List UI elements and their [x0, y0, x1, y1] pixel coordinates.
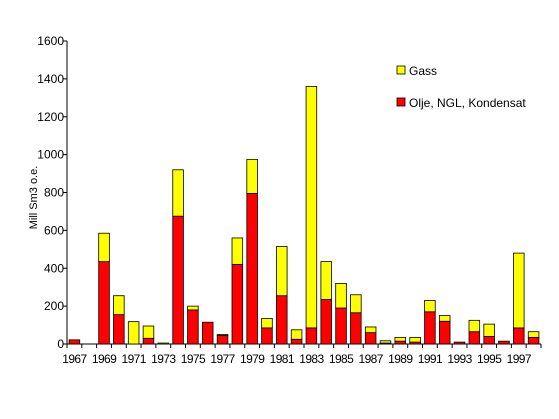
- bar-olje-1977: [216, 335, 229, 345]
- bar-olje-1976: [201, 321, 214, 345]
- bar-olje-1998: [527, 336, 540, 345]
- legend: Gass Olje, NGL, Kondensat: [396, 64, 526, 110]
- bar-gass-1970: [113, 295, 125, 316]
- y-tick-label: 1600: [37, 34, 64, 48]
- y-tick-label: 200: [44, 299, 64, 313]
- bar-olje-1992: [438, 320, 451, 345]
- x-tick-label: 1975: [181, 352, 206, 366]
- y-tick-label: 800: [44, 186, 64, 200]
- x-tick-label: 1985: [329, 352, 354, 366]
- y-tick-label: 600: [44, 223, 64, 237]
- bar-olje-1967: [68, 339, 81, 345]
- bar-gass-1985: [335, 282, 347, 309]
- bar-gass-1982: [290, 329, 303, 340]
- x-tick-label: 1979: [240, 352, 265, 366]
- bar-gass-1974: [172, 169, 184, 217]
- bar-olje-1984: [320, 299, 332, 345]
- x-tick-label: 1993: [447, 352, 472, 366]
- y-tick-label: 0: [57, 337, 64, 351]
- legend-label-olje: Olje, NGL, Kondensat: [409, 96, 526, 110]
- x-tick-label: 1991: [418, 352, 443, 366]
- bar-olje-1969: [98, 261, 110, 345]
- bar-gass-1977: [216, 334, 229, 336]
- bar-gass-1975: [187, 305, 199, 311]
- bar-gass-1979: [246, 158, 258, 194]
- bar-olje-1970: [113, 314, 125, 345]
- bar-gass-1994: [468, 319, 481, 333]
- bar-gass-1989: [394, 336, 407, 342]
- y-tick-label: 1400: [37, 72, 64, 86]
- bar-gass-1987: [364, 326, 377, 334]
- x-tick-label: 1997: [507, 352, 532, 366]
- bar-olje-1979: [246, 193, 258, 345]
- bar-olje-1987: [364, 332, 377, 345]
- y-tick-label: 400: [44, 261, 64, 275]
- bar-gass-1971: [127, 321, 140, 345]
- x-tick-label: 1989: [388, 352, 413, 366]
- x-tick-label: 1969: [92, 352, 117, 366]
- legend-label-gass: Gass: [409, 64, 437, 78]
- bar-olje-1983: [305, 327, 318, 345]
- y-tick-label: 1200: [37, 110, 64, 124]
- x-tick-label: 1973: [151, 352, 176, 366]
- bar-olje-1996: [498, 340, 510, 345]
- bar-gass-1991: [424, 300, 436, 313]
- bar-gass-1973: [157, 342, 170, 345]
- plot-area: 0 200 400 600 800 1000 1200 1400 1600 1967 1969 197…: [37, 34, 542, 366]
- bar-gass-1969: [98, 232, 110, 263]
- bar-olje-1995: [483, 336, 495, 345]
- x-tick-label: 1981: [270, 352, 295, 366]
- bar-gass-1983: [305, 86, 318, 329]
- bar-gass-1997: [513, 252, 525, 329]
- bar-olje-1993: [453, 341, 466, 345]
- bar-olje-1989: [394, 340, 407, 345]
- bar-olje-1974: [172, 215, 184, 345]
- bar-gass-1981: [276, 246, 288, 297]
- x-tick-label: 1995: [477, 352, 502, 366]
- bar-olje-1994: [468, 331, 481, 345]
- bar-gass-1992: [438, 315, 451, 322]
- x-tick-label: 1967: [62, 352, 87, 366]
- x-tick-label: 1983: [299, 352, 324, 366]
- y-tick-label: 1000: [37, 148, 64, 162]
- bar-gass-1998: [527, 331, 540, 338]
- bar-olje-1972: [142, 337, 155, 345]
- legend-swatch-gass: [396, 65, 406, 75]
- bar-gass-1995: [483, 323, 495, 337]
- bar-gass-1972: [142, 325, 155, 339]
- y-axis-title: Mill Sm3 o.e.: [28, 166, 40, 230]
- bar-gass-1988: [379, 340, 392, 344]
- bar-olje-1982: [290, 338, 303, 345]
- bar-gass-1990: [409, 336, 421, 343]
- bar-olje-1978: [231, 264, 244, 345]
- bar-gass-1978: [231, 237, 244, 265]
- bar-gass-1986: [350, 294, 362, 314]
- bar-olje-1997: [513, 327, 525, 345]
- bar-olje-1980: [261, 327, 273, 345]
- x-tick-label: 1971: [122, 352, 147, 366]
- x-tick-label: 1987: [359, 352, 384, 366]
- bar-olje-1975: [187, 309, 199, 345]
- bar-olje-1985: [335, 307, 347, 345]
- bar-gass-1980: [261, 318, 273, 329]
- bar-gass-1984: [320, 261, 332, 300]
- bar-olje-1981: [276, 295, 288, 345]
- bar-olje-1991: [424, 311, 436, 345]
- x-tick-label: 1977: [210, 352, 235, 366]
- legend-swatch-olje: [396, 97, 406, 107]
- bar-olje-1986: [350, 312, 362, 345]
